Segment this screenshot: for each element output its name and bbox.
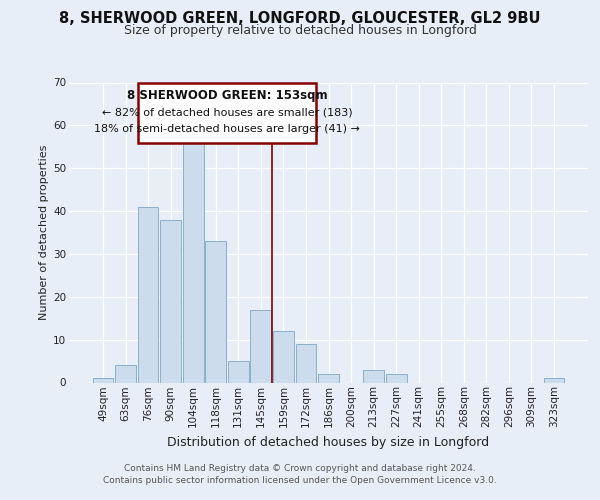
Text: 8, SHERWOOD GREEN, LONGFORD, GLOUCESTER, GL2 9BU: 8, SHERWOOD GREEN, LONGFORD, GLOUCESTER,… xyxy=(59,11,541,26)
Bar xyxy=(160,220,181,382)
Text: Contains HM Land Registry data © Crown copyright and database right 2024.: Contains HM Land Registry data © Crown c… xyxy=(124,464,476,473)
Bar xyxy=(205,241,226,382)
Bar xyxy=(137,207,158,382)
X-axis label: Distribution of detached houses by size in Longford: Distribution of detached houses by size … xyxy=(167,436,490,448)
Bar xyxy=(115,366,136,382)
Text: ← 82% of detached houses are smaller (183): ← 82% of detached houses are smaller (18… xyxy=(101,108,352,118)
FancyBboxPatch shape xyxy=(138,82,316,142)
Text: Contains public sector information licensed under the Open Government Licence v3: Contains public sector information licen… xyxy=(103,476,497,485)
Bar xyxy=(92,378,113,382)
Bar xyxy=(318,374,339,382)
Text: 18% of semi-detached houses are larger (41) →: 18% of semi-detached houses are larger (… xyxy=(94,124,360,134)
Text: 8 SHERWOOD GREEN: 153sqm: 8 SHERWOOD GREEN: 153sqm xyxy=(127,89,328,102)
Bar xyxy=(273,331,294,382)
Bar xyxy=(544,378,565,382)
Bar xyxy=(250,310,271,382)
Bar xyxy=(228,361,248,382)
Bar xyxy=(296,344,316,383)
Bar xyxy=(386,374,407,382)
Bar xyxy=(363,370,384,382)
Y-axis label: Number of detached properties: Number of detached properties xyxy=(39,145,49,320)
Text: Size of property relative to detached houses in Longford: Size of property relative to detached ho… xyxy=(124,24,476,37)
Bar xyxy=(183,138,203,382)
